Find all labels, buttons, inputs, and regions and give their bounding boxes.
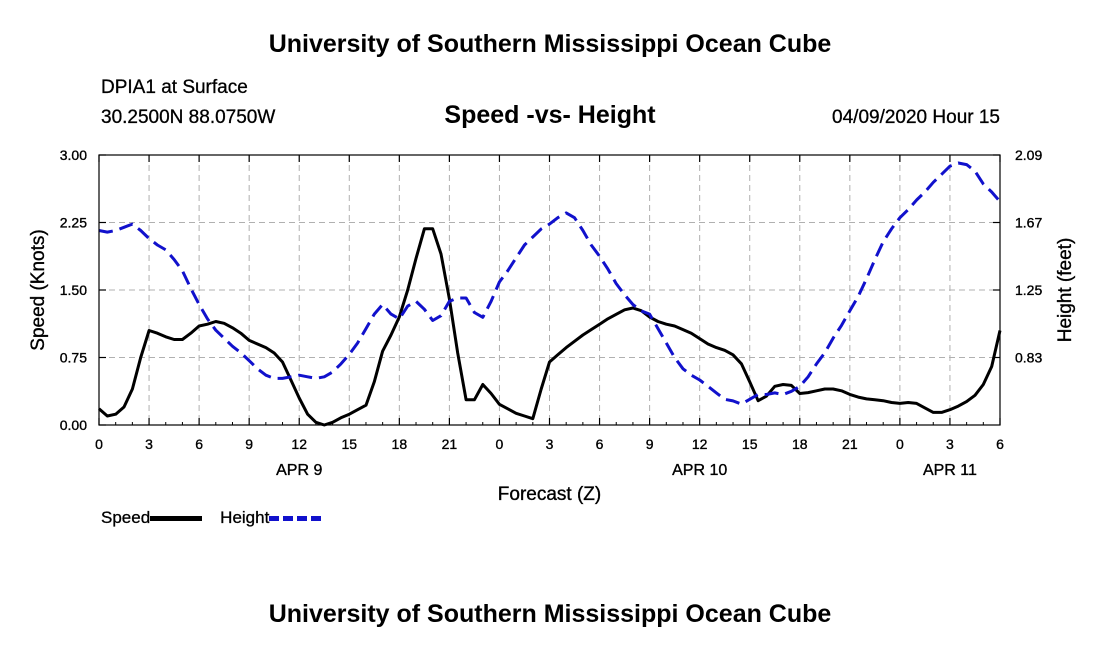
legend-height-label: Height — [220, 508, 270, 527]
grid — [99, 155, 1000, 425]
station-coordinates: 30.2500N 88.0750W — [101, 107, 276, 128]
y2-tick-label: 1.67 — [1015, 215, 1042, 231]
date-label: APR 9 — [276, 462, 322, 479]
tick-layer — [98, 154, 1001, 426]
x-tick-label: 9 — [245, 436, 253, 452]
y-tick-label: 0.00 — [60, 417, 87, 433]
x-tick-label: 6 — [596, 436, 604, 452]
y-axis-title: Speed (Knots) — [28, 229, 49, 350]
y2-axis-title: Height (feet) — [1055, 238, 1076, 343]
legend-height-swatch — [269, 515, 322, 521]
y-tick-label: 0.75 — [60, 350, 87, 366]
x-axis-title: Forecast (Z) — [498, 484, 601, 505]
x-tick-label: 21 — [842, 436, 858, 452]
x-tick-label: 0 — [95, 436, 103, 452]
y-tick-label: 2.25 — [60, 215, 87, 231]
legend-speed-label: Speed — [101, 508, 151, 527]
x-tick-label: 3 — [145, 436, 153, 452]
y2-tick-label: 1.25 — [1015, 282, 1042, 298]
y-tick-label: 1.50 — [60, 282, 87, 298]
x-tick-label: 21 — [442, 436, 458, 452]
x-tick-label: 15 — [742, 436, 758, 452]
speed-series-line — [98, 227, 1002, 427]
date-label: APR 10 — [672, 462, 727, 479]
page-title: University of Southern Mississippi Ocean… — [268, 30, 832, 58]
legend-speed-swatch — [150, 515, 203, 521]
x-tick-label: 12 — [692, 436, 708, 452]
x-tick-label: 6 — [996, 436, 1004, 452]
y2-tick-label: 0.83 — [1015, 350, 1042, 366]
x-tick-label: 3 — [546, 436, 554, 452]
x-tick-label: 18 — [792, 436, 808, 452]
x-tick-label: 9 — [646, 436, 654, 452]
footer-title: University of Southern Mississippi Ocean… — [268, 600, 832, 628]
series-layer — [98, 161, 1002, 427]
valid-time: 04/09/2020 Hour 15 — [832, 107, 1000, 128]
legend: Speed Height — [101, 508, 339, 528]
x-tick-label: 6 — [195, 436, 203, 452]
x-tick-label: 12 — [291, 436, 307, 452]
label-layer: 0 3 6 9 12 15 18 21 0 3 6 9 12 15 18 21 0 3 6 0.00 0.75 1.50 2… — [28, 147, 1076, 505]
x-tick-label: 3 — [946, 436, 954, 452]
height-series-line — [98, 161, 1002, 406]
x-tick-label: 15 — [341, 436, 357, 452]
y-tick-label: 3.00 — [60, 147, 87, 163]
station-name: DPIA1 at Surface — [101, 77, 248, 98]
date-label: APR 11 — [923, 462, 977, 479]
x-tick-label: 0 — [896, 436, 904, 452]
x-tick-label: 0 — [496, 436, 504, 452]
chart-subtitle: Speed -vs- Height — [444, 101, 656, 129]
legend-item-height: Height — [220, 508, 322, 528]
y2-tick-label: 2.09 — [1015, 147, 1042, 163]
legend-item-speed: Speed — [101, 508, 203, 528]
x-tick-label: 18 — [392, 436, 408, 452]
